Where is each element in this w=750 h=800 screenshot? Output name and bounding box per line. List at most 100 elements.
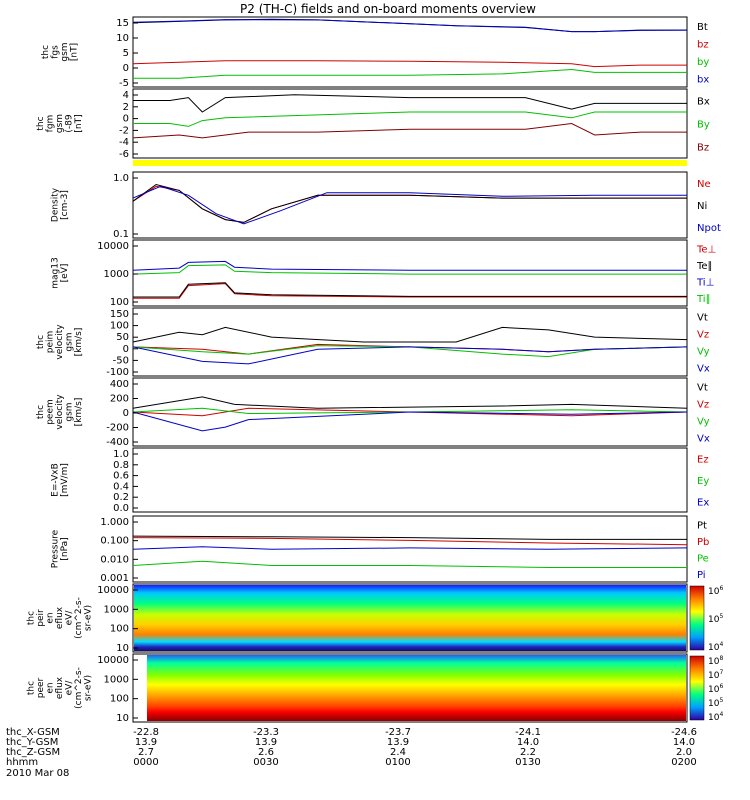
x-tick-label: 2.7 bbox=[138, 747, 154, 758]
legend-label: Ne bbox=[697, 179, 711, 190]
y-axis-label: thc bbox=[41, 45, 51, 59]
colorbar bbox=[689, 585, 705, 651]
x-tick-label: 2.6 bbox=[258, 747, 274, 758]
y-axis-label: thc bbox=[27, 611, 37, 625]
y-tick-label: 100 bbox=[110, 694, 129, 705]
panel-3: Density [cm-3] Ne Ni Npot 1.0 0.1 bbox=[50, 171, 721, 240]
legend-label: Pi bbox=[697, 570, 706, 581]
legend-label: Vz bbox=[697, 400, 709, 411]
y-axis-label: (cm^2-s- bbox=[74, 597, 84, 639]
y-tick-label: 1000 bbox=[104, 674, 129, 685]
y-tick-label: 100 bbox=[110, 624, 129, 635]
panel-frame bbox=[132, 171, 688, 239]
y-axis-label: eflux bbox=[55, 606, 65, 629]
y-axis-label: sr-eV) bbox=[84, 675, 94, 701]
colorbar-tick-label: 106 bbox=[708, 585, 723, 597]
y-axis-label: [cm-3] bbox=[60, 190, 70, 220]
y-axis-label: [km/s] bbox=[74, 328, 84, 357]
y-tick-label: 10000 bbox=[97, 241, 129, 252]
x-axis-row-label: hhmm bbox=[6, 757, 38, 768]
y-axis-label: gsm bbox=[60, 42, 70, 61]
legend-label: Pb bbox=[697, 537, 709, 548]
series-line-By bbox=[133, 111, 687, 127]
x-tick-label: -24.1 bbox=[515, 727, 541, 738]
y-axis-label: thc bbox=[27, 681, 37, 695]
y-axis-label: [nT] bbox=[74, 114, 84, 132]
legend-label: by bbox=[697, 57, 709, 68]
series-line-Te∥ bbox=[133, 282, 687, 298]
date-label: 2010 Mar 08 bbox=[6, 768, 69, 779]
legend-label: Pt bbox=[697, 520, 707, 531]
y-tick-label: 1000 bbox=[104, 604, 129, 615]
y-axis-label: gsm bbox=[65, 332, 75, 351]
x-tick-label: -22.8 bbox=[133, 727, 159, 738]
legend-label: Bt bbox=[697, 22, 708, 33]
y-axis-label: thc bbox=[36, 405, 46, 419]
y-tick-label: 1000 bbox=[104, 269, 129, 280]
legend-label: Vx bbox=[697, 364, 710, 375]
legend-label: bz bbox=[697, 39, 709, 50]
y-axis-label: velocity bbox=[55, 324, 65, 360]
y-tick-label: 10000 bbox=[97, 655, 129, 666]
y-axis-label: peim bbox=[46, 331, 56, 354]
series-line-Vx bbox=[132, 411, 688, 432]
y-tick-label: -2 bbox=[119, 125, 129, 136]
legend-label: Npot bbox=[697, 223, 721, 234]
series-line-Pt bbox=[132, 535, 687, 540]
y-tick-label: 0 bbox=[123, 114, 129, 125]
series-line-by bbox=[133, 68, 687, 79]
x-tick-label: 13.9 bbox=[387, 737, 409, 748]
y-tick-label: 10 bbox=[116, 713, 129, 724]
panel-8: Pressure [nPa] Pt Pb Pe Pi 1.000 0.100 0.010 0.00… bbox=[50, 515, 709, 584]
panel-5: thc peim velocity gsm [km/s] Vt Vz Vy Vx 15010050… bbox=[36, 307, 710, 378]
y-tick-label: 0.1 bbox=[113, 229, 129, 240]
legend-label: Ti∥ bbox=[696, 294, 711, 305]
series-line-Ne bbox=[132, 185, 687, 223]
y-tick-label: 100 bbox=[110, 297, 129, 308]
y-tick-label: 0.100 bbox=[100, 536, 129, 547]
panel-frame bbox=[132, 447, 688, 513]
legend-label: Pe bbox=[697, 553, 709, 564]
legend-label: Te⊥ bbox=[696, 244, 716, 255]
panel-2: thc fgm gsm (-89 [nT] Bx By Bz 420-2-4-6 bbox=[36, 88, 710, 160]
y-tick-label: 200 bbox=[110, 394, 129, 405]
legend-label: Te∥ bbox=[696, 261, 713, 272]
y-tick-label: 0.0 bbox=[113, 503, 129, 514]
y-axis-label: sr-eV) bbox=[84, 605, 94, 631]
series-line-Bx bbox=[133, 94, 687, 113]
colorbar-tick-label: 108 bbox=[708, 655, 723, 667]
y-tick-label: 15 bbox=[116, 18, 129, 29]
y-tick-label: 100 bbox=[110, 321, 129, 332]
series-line-Pi bbox=[132, 546, 688, 550]
y-tick-label: 0.010 bbox=[100, 554, 129, 565]
panel-7: E=-VxB [mV/m] Ez Ey Ex 1.00.80.60.40.20.0 bbox=[50, 447, 709, 514]
y-tick-label: 5 bbox=[123, 48, 129, 59]
x-tick-label: 2.2 bbox=[520, 747, 536, 758]
y-tick-label: 10000 bbox=[97, 585, 129, 596]
x-tick-label: -23.7 bbox=[385, 727, 411, 738]
legend-label: Bx bbox=[697, 97, 710, 108]
series-line-bx bbox=[132, 19, 688, 33]
series-line-Vy bbox=[132, 407, 688, 415]
panel-frame bbox=[132, 16, 688, 88]
panel-frame bbox=[132, 583, 688, 653]
y-axis-label: peem bbox=[46, 399, 56, 425]
legend-label: Vy bbox=[697, 347, 710, 358]
legend-label: Ti⊥ bbox=[696, 277, 714, 288]
colorbar-tick-label: 106 bbox=[708, 683, 723, 695]
y-tick-label: 10 bbox=[116, 643, 129, 654]
y-axis-label: Pressure bbox=[50, 529, 60, 568]
series-line-Ni bbox=[132, 183, 687, 223]
y-tick-label: 400 bbox=[110, 379, 129, 390]
series-line-Vx bbox=[132, 346, 688, 365]
y-axis-label: velocity bbox=[55, 394, 65, 430]
colorbar-tick-label: 107 bbox=[708, 669, 723, 681]
x-axis-row-label: thc_Z-GSM bbox=[6, 747, 60, 758]
y-tick-label: -4 bbox=[119, 137, 129, 148]
series-line-Ti∥ bbox=[132, 264, 687, 275]
y-axis-label: E=-VxB bbox=[50, 463, 60, 497]
y-tick-label: 0 bbox=[123, 344, 129, 355]
spectrogram bbox=[147, 655, 686, 721]
legend-label: Vt bbox=[697, 313, 708, 324]
